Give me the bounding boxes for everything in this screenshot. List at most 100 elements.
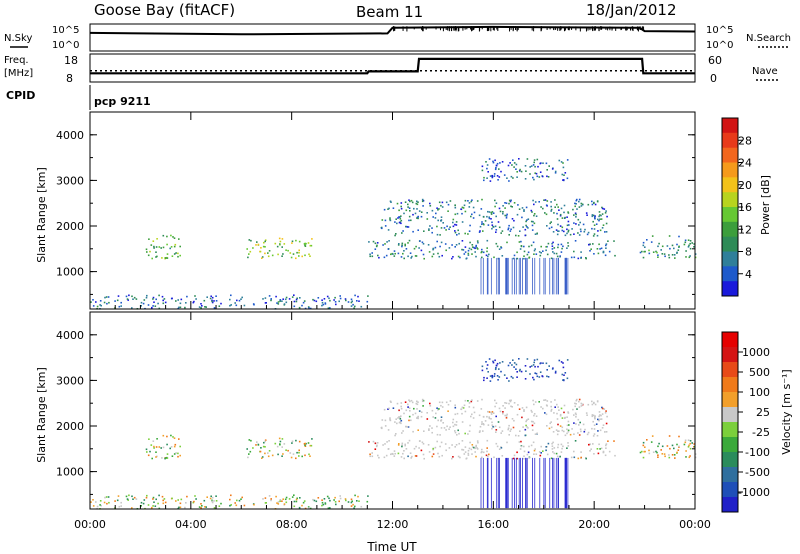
- power-echo: [564, 216, 566, 219]
- power-echo: [578, 234, 581, 236]
- velocity-echo: [229, 504, 231, 507]
- velocity-echo: [390, 401, 392, 403]
- velocity-echo: [521, 407, 524, 409]
- velocity-echo: [400, 407, 403, 410]
- velocity-echo: [486, 367, 488, 370]
- velocity-echo: [128, 494, 130, 497]
- velocity-echo: [382, 444, 384, 446]
- power-echo: [577, 257, 580, 260]
- power-echo: [508, 234, 510, 236]
- velocity-echo: [553, 452, 556, 455]
- power-echo: [532, 220, 534, 223]
- power-echo: [432, 248, 434, 251]
- power-echo: [603, 208, 606, 210]
- velocity-echo: [527, 427, 529, 429]
- velocity-echo: [574, 412, 577, 415]
- velocity-echo: [257, 443, 260, 446]
- velocity-echo: [567, 411, 569, 413]
- power-echo: [506, 177, 508, 179]
- velocity-echo: [578, 400, 580, 403]
- velocity-echo: [281, 446, 283, 448]
- power-echo: [457, 229, 459, 232]
- velocity-echo: [351, 500, 353, 503]
- velocity-echo: [592, 414, 595, 417]
- power-echo: [533, 159, 536, 161]
- power-echo: [456, 234, 458, 236]
- power-echo: [510, 199, 512, 202]
- power-echo: [375, 245, 378, 248]
- power-echo: [598, 211, 601, 213]
- power-echo: [185, 302, 187, 304]
- power-echo: [468, 247, 471, 250]
- velocity-echo: [688, 456, 691, 459]
- velocity-echo: [276, 445, 279, 448]
- colorbar-segment: [722, 118, 738, 134]
- power-echo: [440, 216, 443, 218]
- power-echo: [561, 173, 564, 176]
- power-echo: [530, 220, 533, 223]
- velocity-echo: [422, 405, 424, 407]
- velocity-echo: [476, 447, 478, 449]
- power-echo: [440, 204, 442, 207]
- velocity-echo: [148, 438, 150, 440]
- power-echo: [329, 299, 331, 302]
- velocity-echo: [513, 402, 516, 404]
- power-echo: [493, 175, 496, 177]
- power-echo: [132, 298, 134, 300]
- power-echo: [367, 295, 369, 297]
- power-echo: [471, 253, 473, 255]
- velocity-echo: [572, 408, 574, 411]
- velocity-echo: [392, 407, 395, 409]
- velocity-echo: [179, 454, 181, 457]
- velocity-echo: [685, 456, 687, 458]
- velocity-echo: [285, 449, 287, 451]
- power-echo: [279, 300, 281, 302]
- velocity-echo: [524, 365, 527, 367]
- velocity-echo: [554, 399, 556, 401]
- y-tick-label: 1000: [56, 266, 84, 279]
- power-echo: [508, 202, 510, 205]
- power-echo: [532, 199, 534, 202]
- velocity-echo: [388, 407, 390, 410]
- power-echo: [535, 172, 538, 175]
- power-echo: [402, 230, 404, 232]
- power-echo: [666, 245, 669, 247]
- velocity-echo: [573, 422, 575, 424]
- velocity-echo: [285, 496, 288, 499]
- power-echo: [525, 220, 527, 223]
- velocity-echo: [528, 457, 530, 459]
- power-echo: [538, 201, 540, 203]
- velocity-echo: [562, 366, 565, 369]
- velocity-echo: [561, 429, 564, 432]
- velocity-echo: [261, 457, 263, 459]
- power-echo: [494, 205, 496, 208]
- power-echo: [382, 244, 384, 246]
- velocity-echo: [432, 453, 435, 455]
- power-echo: [437, 209, 439, 211]
- power-echo: [687, 239, 690, 241]
- power-echo: [598, 219, 600, 222]
- power-echo: [498, 248, 501, 250]
- power-echo: [175, 300, 177, 302]
- colorbar-segment: [722, 347, 738, 363]
- power-echo: [400, 222, 402, 225]
- velocity-echo: [397, 444, 400, 446]
- power-echo: [566, 177, 569, 180]
- power-echo: [125, 295, 128, 298]
- velocity-echo: [500, 447, 503, 449]
- power-echo: [596, 234, 599, 237]
- velocity-echo: [478, 431, 481, 433]
- velocity-echo: [404, 443, 406, 446]
- power-echo: [400, 205, 402, 208]
- velocity-echo: [542, 362, 544, 364]
- velocity-echo: [211, 500, 213, 503]
- power-echo: [597, 230, 599, 232]
- power-echo: [203, 299, 206, 302]
- power-echo: [648, 252, 651, 255]
- power-echo: [162, 299, 164, 302]
- power-echo: [562, 166, 565, 169]
- power-echo: [546, 175, 548, 178]
- velocity-echo: [407, 426, 410, 428]
- power-echo: [441, 206, 444, 208]
